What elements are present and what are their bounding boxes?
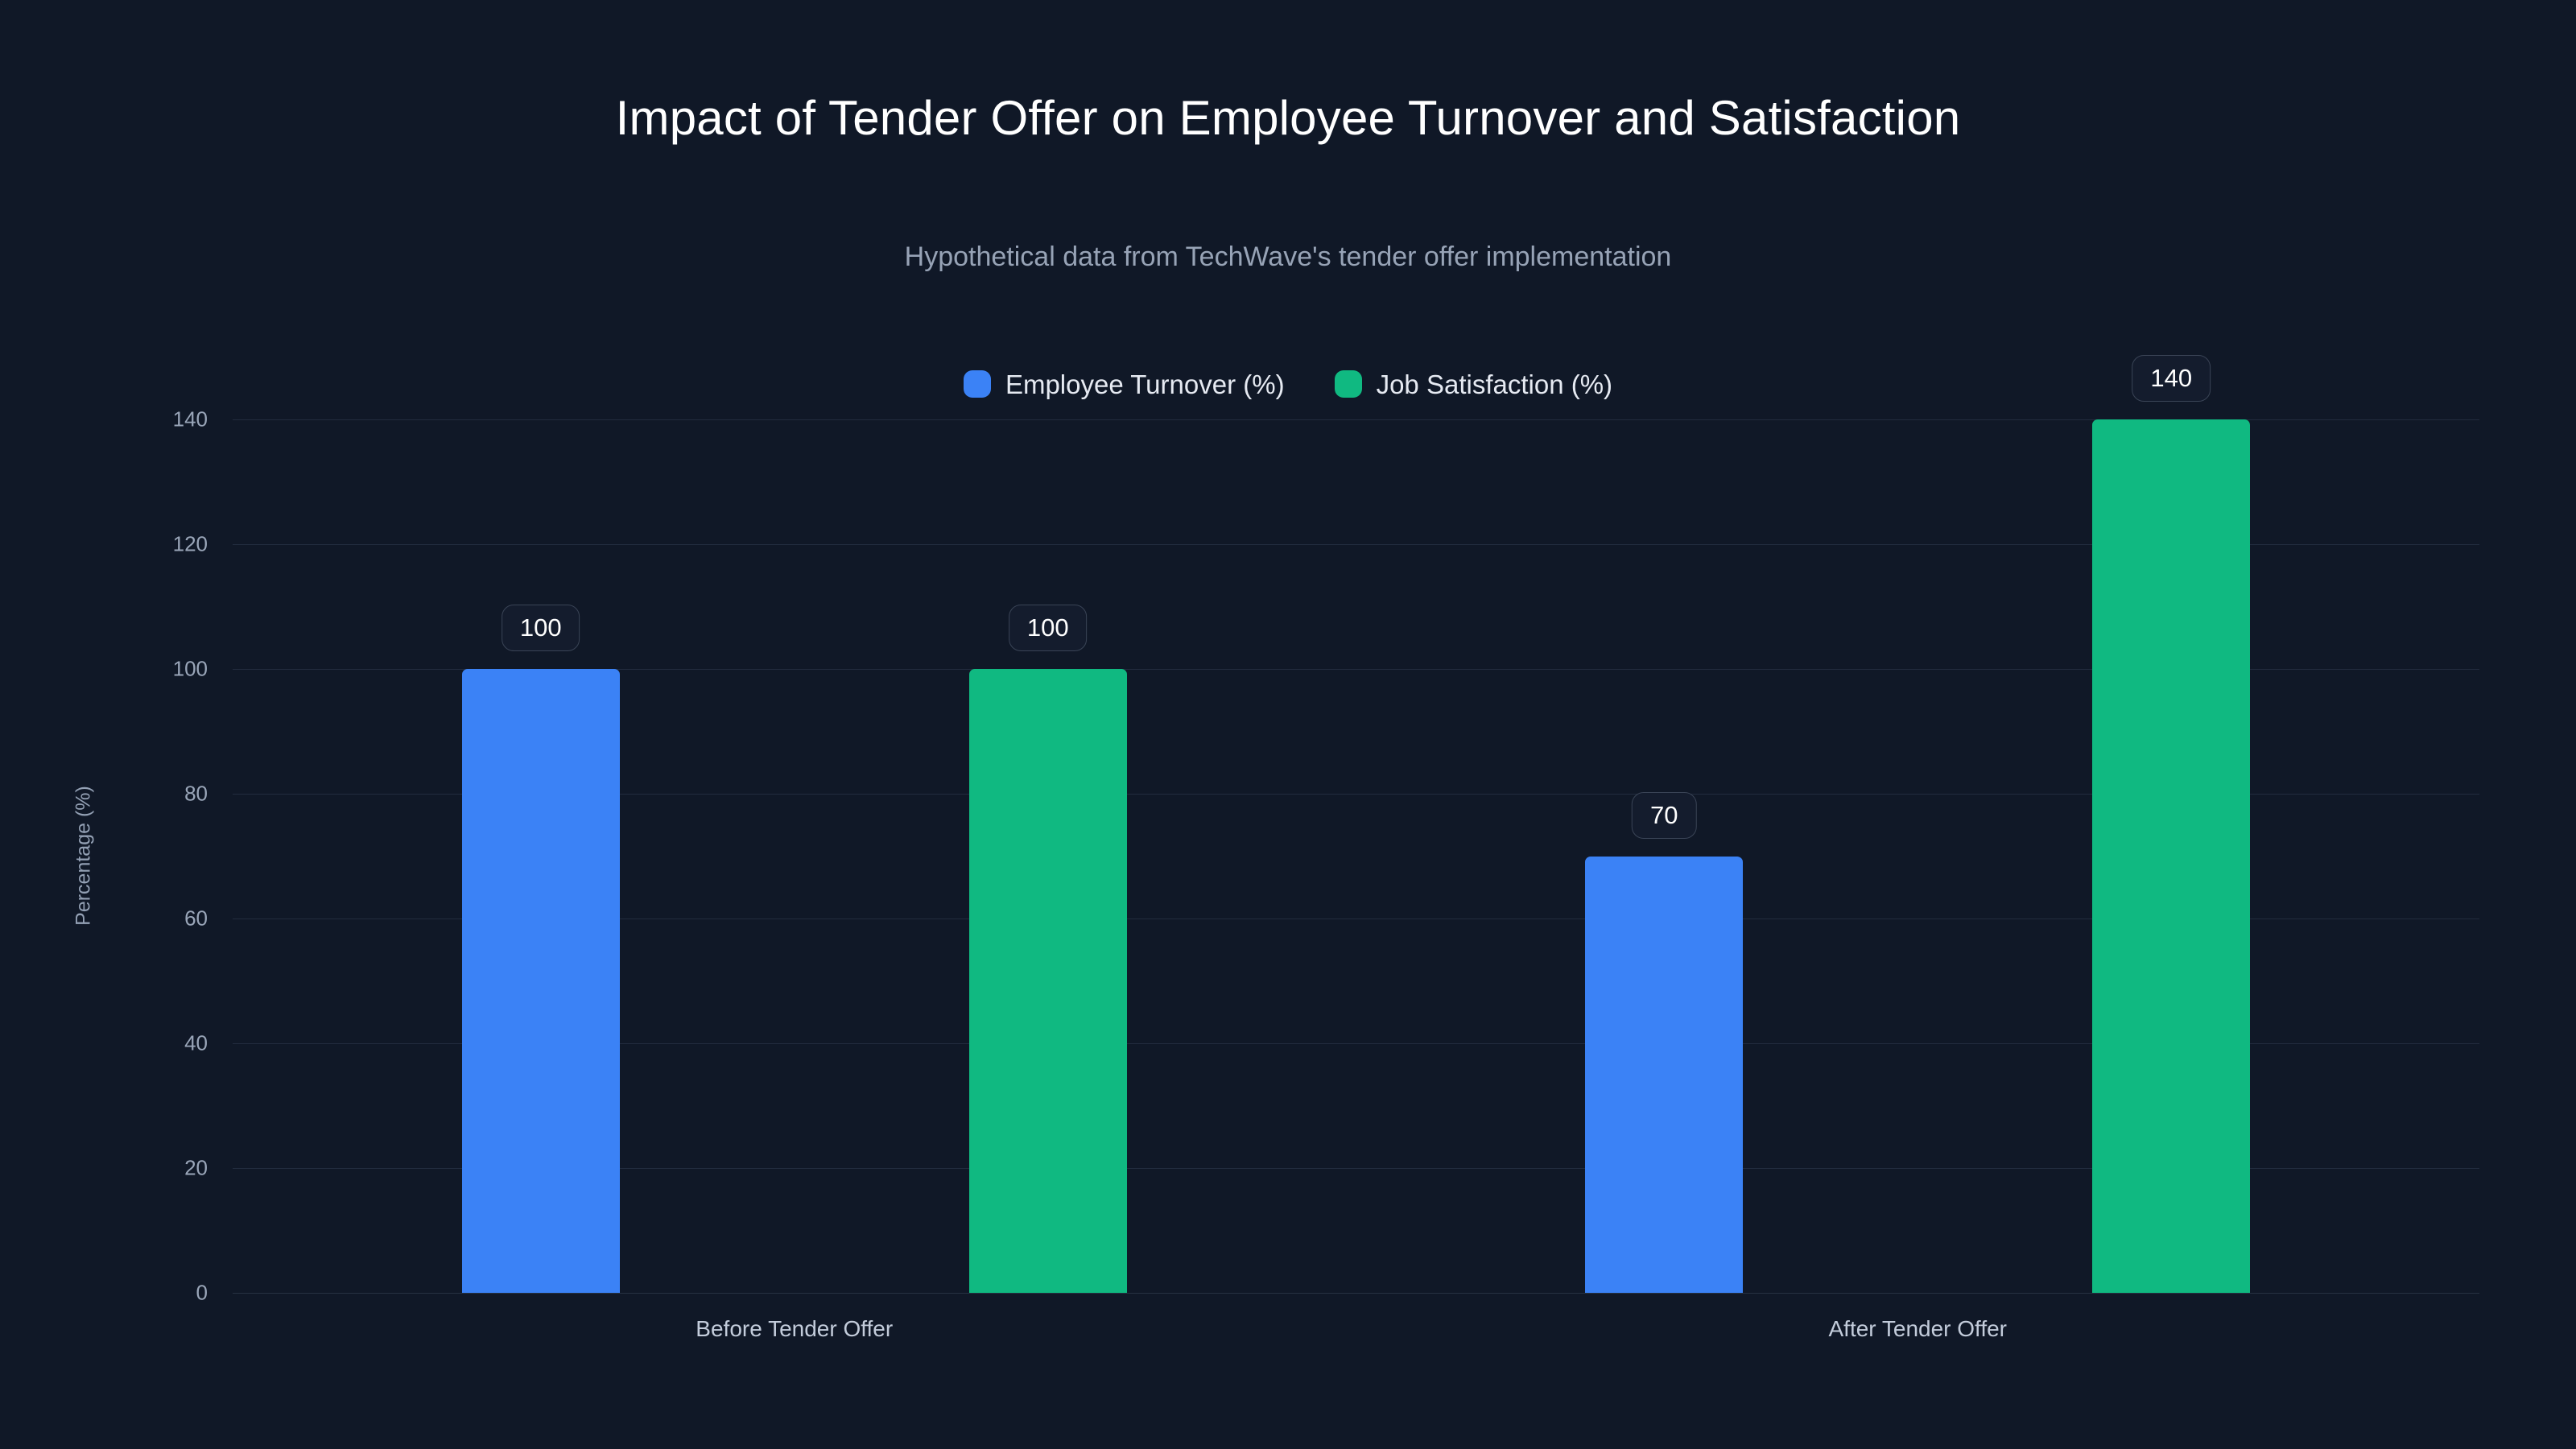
- x-axis-tick-labels: Before Tender Offer After Tender Offer: [233, 1316, 2479, 1356]
- y-axis-tick-label: 120: [172, 531, 208, 556]
- legend-label: Employee Turnover (%): [1005, 369, 1285, 399]
- bar[interactable]: [461, 669, 620, 1293]
- bar-value-label: 70: [1632, 791, 1697, 839]
- y-axis-tick-label: 20: [184, 1155, 208, 1180]
- bar-value-label: 100: [1008, 605, 1088, 651]
- legend-swatch-icon: [1334, 370, 1362, 398]
- legend-label: Job Satisfaction (%): [1376, 369, 1613, 399]
- chart-legend: Employee Turnover (%) Job Satisfaction (…: [0, 370, 2576, 398]
- gridline: [233, 419, 2479, 420]
- y-axis-tick-label: 100: [172, 656, 208, 681]
- chart-subtitle: Hypothetical data from TechWave's tender…: [904, 242, 1672, 272]
- x-axis-tick-label: After Tender Offer: [1828, 1316, 2008, 1341]
- bar-value-label: 100: [501, 605, 580, 651]
- bar-value-label: 140: [2132, 355, 2211, 402]
- gridline: [233, 544, 2479, 545]
- y-axis-title: Percentage (%): [72, 786, 95, 926]
- gridline: [233, 1293, 2479, 1294]
- chart-title: Impact of Tender Offer on Employee Turno…: [615, 91, 1961, 145]
- legend-item-job-satisfaction[interactable]: Job Satisfaction (%): [1334, 369, 1613, 399]
- y-axis-tick-label: 60: [184, 906, 208, 931]
- bar[interactable]: [2092, 419, 2251, 1293]
- gridline: [233, 669, 2479, 670]
- gridline: [233, 1043, 2479, 1044]
- bar[interactable]: [1585, 856, 1744, 1293]
- y-axis-tick-label: 80: [184, 781, 208, 806]
- x-axis-tick-label: Before Tender Offer: [696, 1316, 894, 1341]
- legend-item-employee-turnover[interactable]: Employee Turnover (%): [963, 369, 1285, 399]
- gridline: [233, 1168, 2479, 1169]
- plot-area: 100 100 70 140: [233, 355, 2479, 1294]
- legend-swatch-icon: [963, 370, 991, 398]
- y-axis-tick-label: 40: [184, 1030, 208, 1055]
- bar[interactable]: [968, 669, 1127, 1293]
- gridline: [233, 794, 2479, 795]
- y-axis-tick-label: 140: [172, 407, 208, 431]
- y-axis-tick-label: 0: [196, 1280, 208, 1305]
